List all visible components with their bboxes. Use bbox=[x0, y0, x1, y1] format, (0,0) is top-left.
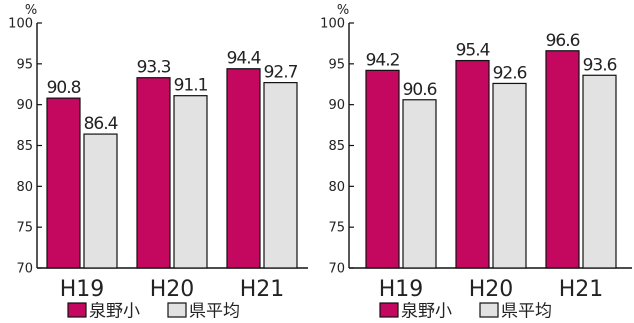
y-tick-label: 95 bbox=[328, 57, 345, 72]
legend-label: 県平均 bbox=[501, 302, 552, 322]
y-unit-label: % bbox=[337, 3, 349, 18]
x-tick-label: H21 bbox=[559, 277, 604, 302]
y-tick-label: 70 bbox=[328, 262, 345, 277]
legend-swatch bbox=[379, 302, 399, 318]
y-tick-label: 80 bbox=[16, 180, 33, 195]
bar-H21-series-1 bbox=[582, 74, 617, 269]
bar-H19-series-1 bbox=[402, 99, 437, 269]
bar-H19-series-0 bbox=[46, 97, 81, 269]
y-tick-label: 90 bbox=[328, 98, 345, 113]
y-tick-label: 100 bbox=[8, 17, 33, 32]
y-unit-label: % bbox=[25, 3, 37, 18]
bar-H19-series-1 bbox=[83, 133, 118, 269]
legend-swatch bbox=[479, 302, 499, 318]
y-tick-label: 80 bbox=[328, 180, 345, 195]
legend-label: 泉野小 bbox=[89, 302, 140, 322]
bar-H20-series-1 bbox=[173, 95, 208, 269]
y-tick-label: 85 bbox=[16, 139, 33, 154]
data-label: 94.2 bbox=[366, 50, 400, 70]
legend-swatch bbox=[167, 302, 187, 318]
y-tick-label: 75 bbox=[16, 221, 33, 236]
data-label: 86.4 bbox=[84, 114, 118, 134]
x-tick-label: H20 bbox=[150, 277, 195, 302]
x-tick-label: H19 bbox=[60, 277, 105, 302]
x-tick-label: H19 bbox=[379, 277, 424, 302]
legend-label: 県平均 bbox=[189, 302, 240, 322]
legend-swatch bbox=[67, 302, 87, 318]
y-tick-label: 75 bbox=[328, 221, 345, 236]
y-tick-label: 70 bbox=[16, 262, 33, 277]
data-label: 96.6 bbox=[546, 31, 580, 51]
y-tick-label: 95 bbox=[16, 57, 33, 72]
bar-H21-series-0 bbox=[226, 68, 261, 269]
data-label: 93.6 bbox=[583, 55, 617, 75]
data-label: 91.1 bbox=[174, 76, 208, 96]
data-label: 92.7 bbox=[264, 63, 298, 83]
bar-H21-series-1 bbox=[263, 82, 298, 269]
bar-H21-series-0 bbox=[545, 50, 580, 269]
data-label: 92.6 bbox=[493, 63, 527, 83]
data-label: 93.3 bbox=[137, 58, 171, 78]
y-tick-label: 90 bbox=[16, 98, 33, 113]
data-label: 90.8 bbox=[47, 78, 81, 98]
legend-label: 泉野小 bbox=[401, 302, 452, 322]
data-label: 90.6 bbox=[403, 80, 437, 100]
x-tick-label: H20 bbox=[469, 277, 514, 302]
data-label: 94.4 bbox=[227, 49, 261, 69]
chart-right: % 70 75 80 85 90 95 100 94.290.6 H19 95.492.6 H20 96… bbox=[320, 3, 632, 322]
chart-left: % 70 75 80 85 90 95 100 90.886.4 H19 93.391.1 H20 94… bbox=[8, 3, 308, 322]
x-tick-label: H21 bbox=[240, 277, 285, 302]
bar-H20-series-1 bbox=[492, 82, 527, 269]
bar-H19-series-0 bbox=[365, 69, 400, 269]
data-label: 95.4 bbox=[456, 41, 490, 61]
bar-H20-series-0 bbox=[136, 77, 171, 269]
y-tick-label: 100 bbox=[320, 17, 345, 32]
y-tick-label: 85 bbox=[328, 139, 345, 154]
bar-H20-series-0 bbox=[455, 59, 490, 269]
